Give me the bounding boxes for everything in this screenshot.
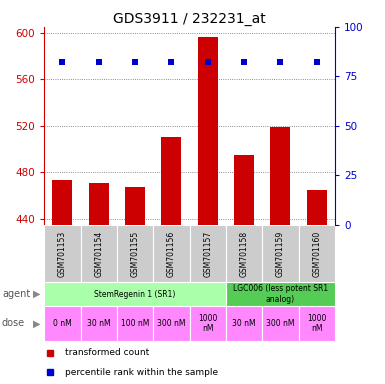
- Bar: [299, 306, 335, 341]
- Text: dose: dose: [2, 318, 25, 328]
- Text: ▶: ▶: [33, 289, 40, 299]
- Text: GSM701158: GSM701158: [239, 230, 249, 276]
- Text: GSM701157: GSM701157: [203, 230, 212, 276]
- Bar: [190, 306, 226, 341]
- Bar: [44, 306, 80, 341]
- Bar: [270, 127, 290, 225]
- Bar: [89, 183, 109, 225]
- Bar: [190, 225, 226, 282]
- Text: 30 nM: 30 nM: [232, 319, 256, 328]
- Bar: [262, 306, 299, 341]
- Bar: [299, 225, 335, 282]
- Bar: [198, 37, 218, 225]
- Bar: [125, 187, 145, 225]
- Text: ▶: ▶: [33, 318, 40, 328]
- Text: GSM701159: GSM701159: [276, 230, 285, 276]
- Bar: [52, 180, 72, 225]
- Text: agent: agent: [2, 289, 30, 299]
- Bar: [44, 282, 226, 306]
- Title: GDS3911 / 232231_at: GDS3911 / 232231_at: [113, 12, 266, 26]
- Text: 30 nM: 30 nM: [87, 319, 110, 328]
- Text: GSM701160: GSM701160: [312, 230, 321, 276]
- Bar: [117, 225, 153, 282]
- Bar: [226, 306, 262, 341]
- Bar: [262, 225, 299, 282]
- Text: StemRegenin 1 (SR1): StemRegenin 1 (SR1): [94, 290, 176, 299]
- Text: 300 nM: 300 nM: [266, 319, 295, 328]
- Text: 100 nM: 100 nM: [121, 319, 149, 328]
- Text: 1000
nM: 1000 nM: [198, 314, 218, 333]
- Bar: [307, 190, 327, 225]
- Bar: [80, 306, 117, 341]
- Text: GSM701154: GSM701154: [94, 230, 103, 276]
- Bar: [161, 137, 181, 225]
- Text: GSM701156: GSM701156: [167, 230, 176, 276]
- Text: GSM701155: GSM701155: [131, 230, 140, 276]
- Text: LGC006 (less potent SR1
analog): LGC006 (less potent SR1 analog): [233, 285, 328, 304]
- Bar: [234, 155, 254, 225]
- Text: 300 nM: 300 nM: [157, 319, 186, 328]
- Text: GSM701153: GSM701153: [58, 230, 67, 276]
- Text: 1000
nM: 1000 nM: [307, 314, 326, 333]
- Bar: [226, 225, 262, 282]
- Bar: [153, 225, 189, 282]
- Bar: [117, 306, 153, 341]
- Text: 0 nM: 0 nM: [53, 319, 72, 328]
- Bar: [226, 282, 335, 306]
- Bar: [153, 306, 189, 341]
- Bar: [80, 225, 117, 282]
- Text: transformed count: transformed count: [65, 348, 149, 358]
- Text: percentile rank within the sample: percentile rank within the sample: [65, 368, 218, 377]
- Bar: [44, 225, 80, 282]
